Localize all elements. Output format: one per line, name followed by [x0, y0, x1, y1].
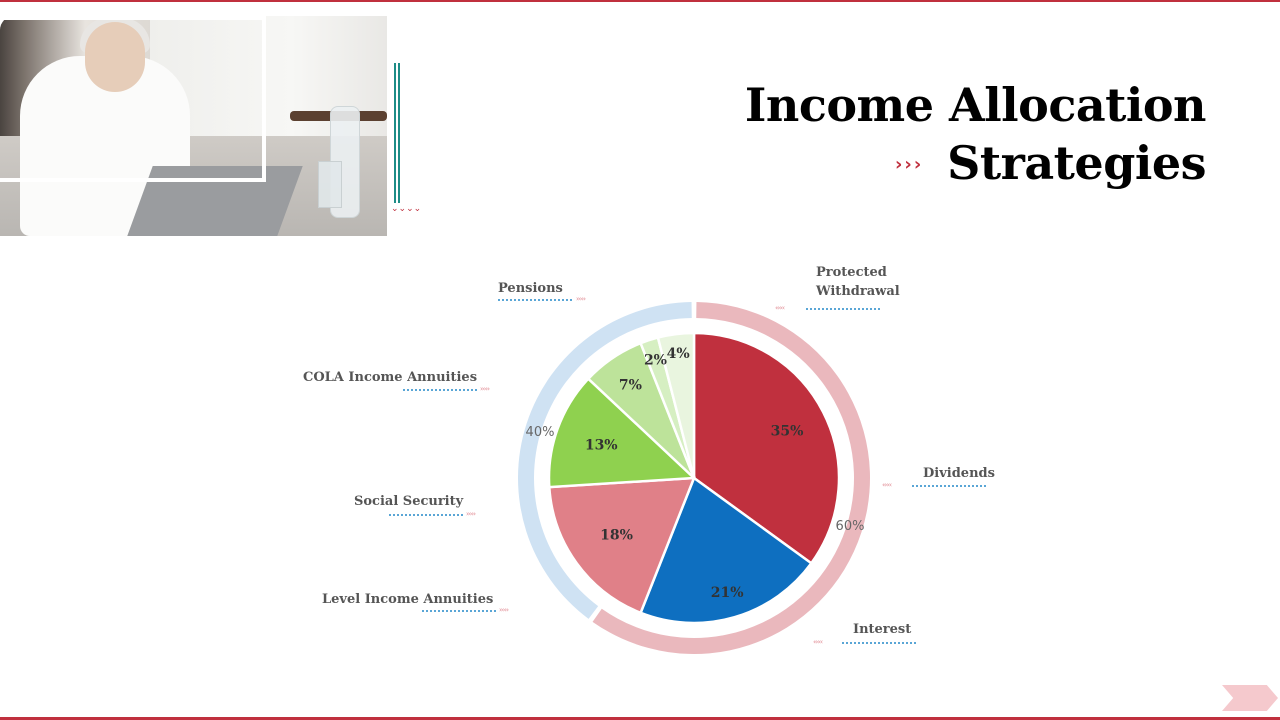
- header-photo: [0, 16, 387, 236]
- bottom-border: [0, 717, 1280, 720]
- legend-label-social-security: Social Security: [354, 494, 464, 509]
- legend-label-protected-withdrawal: Protected Withdrawal: [816, 263, 900, 301]
- legend-label-pensions: Pensions: [498, 281, 563, 296]
- underline-level-income: [422, 610, 496, 612]
- underline-social-security: [389, 514, 463, 516]
- chevron-dividends-icon: ‹‹‹‹‹: [882, 481, 892, 489]
- pie-slice-label-3: 13%: [585, 438, 618, 454]
- pie-slice-label-6: 4%: [667, 346, 690, 362]
- legend-label-protected-line1: Protected: [816, 265, 887, 280]
- legend-label-dividends: Dividends: [923, 466, 995, 481]
- legend-label-cola: COLA Income Annuities: [303, 370, 478, 385]
- page-title: Income Allocation Strategies: [744, 76, 1207, 192]
- underline-cola: [403, 389, 477, 391]
- underline-interest: [842, 642, 916, 644]
- pie-slice-label-2: 18%: [600, 527, 633, 543]
- teal-divider-right: [398, 63, 400, 203]
- underline-protected: [806, 308, 880, 310]
- title-line-2: Strategies: [947, 136, 1206, 190]
- pie-slice-0: [692, 331, 841, 565]
- outer-ring-label-1: 40%: [526, 425, 555, 440]
- photo-frame: [0, 16, 266, 182]
- legend-label-interest: Interest: [853, 622, 912, 637]
- legend-label-protected-line2: Withdrawal: [816, 284, 900, 299]
- chevron-interest-icon: ‹‹‹‹‹: [813, 638, 823, 646]
- pie-slice-label-5: 2%: [644, 352, 667, 368]
- legend-label-level-income: Level Income Annuities: [322, 592, 494, 607]
- pie-slice-1: [638, 476, 814, 625]
- chevron-social-security-icon: ›››››: [466, 510, 476, 518]
- chevron-cola-icon: ›››››: [480, 385, 490, 393]
- pie-slice-label-4: 7%: [619, 377, 642, 393]
- chevron-protected-icon: ‹‹‹‹‹: [775, 304, 785, 312]
- vertical-chevrons-icon: ⌄⌄⌄⌄: [391, 204, 422, 214]
- title-arrows-icon: ›››: [895, 154, 924, 175]
- pie-slice-6: [656, 331, 696, 479]
- pie-slice-label-0: 35%: [771, 424, 804, 440]
- chevron-pensions-icon: ›››››: [576, 295, 586, 303]
- pie-slice-label-1: 21%: [711, 585, 744, 601]
- chevron-level-income-icon: ›››››: [499, 606, 509, 614]
- photo-head: [85, 22, 145, 92]
- top-border: [0, 0, 1280, 2]
- photo-glass: [318, 161, 342, 208]
- pie-slice-3: [547, 376, 697, 489]
- pie-slice-2: [547, 476, 696, 615]
- title-line-1: Income Allocation: [744, 78, 1207, 132]
- outer-ring-segment-1: [518, 302, 692, 619]
- underline-dividends: [912, 485, 986, 487]
- teal-divider-left: [394, 63, 396, 203]
- outer-ring-label-0: 60%: [836, 519, 865, 534]
- underline-pensions: [498, 299, 572, 301]
